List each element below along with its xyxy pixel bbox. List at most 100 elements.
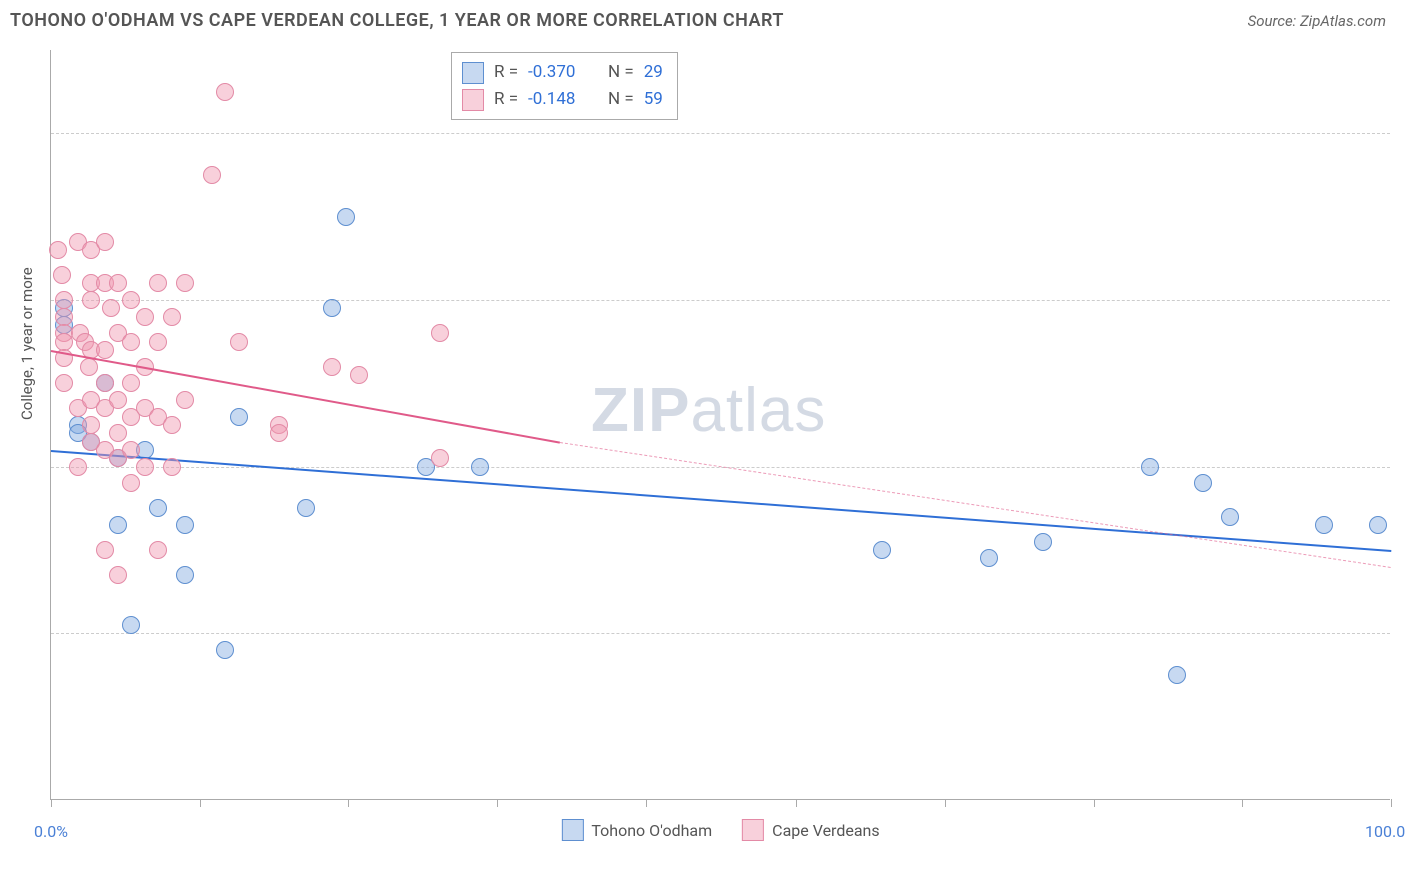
x-tick (945, 799, 946, 807)
data-point (1221, 508, 1239, 526)
data-point (176, 516, 194, 534)
n-value: 59 (644, 86, 663, 113)
legend-swatch (561, 819, 583, 841)
data-point (109, 424, 127, 442)
data-point (136, 308, 154, 326)
x-tick-label: 0.0% (34, 822, 68, 841)
data-point (96, 341, 114, 359)
data-point (270, 424, 288, 442)
watermark: ZIPatlas (591, 375, 826, 446)
legend-row: R = -0.148 N = 59 (462, 86, 663, 113)
data-point (230, 408, 248, 426)
y-tick-label: 40.0% (1395, 457, 1406, 476)
data-point (96, 374, 114, 392)
x-tick (1242, 799, 1243, 807)
data-point (149, 541, 167, 559)
data-point (69, 458, 87, 476)
data-point (163, 308, 181, 326)
r-label: R = (494, 59, 518, 86)
data-point (109, 391, 127, 409)
data-point (471, 458, 489, 476)
data-point (176, 391, 194, 409)
data-point (53, 266, 71, 284)
r-label: R = (494, 86, 518, 113)
data-point (203, 166, 221, 184)
gridline (51, 133, 1390, 134)
source-attribution: Source: ZipAtlas.com (1248, 12, 1386, 30)
data-point (55, 308, 73, 326)
data-point (323, 358, 341, 376)
data-point (216, 83, 234, 101)
data-point (122, 441, 140, 459)
data-point (122, 291, 140, 309)
gridline (51, 300, 1390, 301)
data-point (55, 374, 73, 392)
n-label: N = (608, 59, 634, 86)
data-point (431, 449, 449, 467)
data-point (323, 299, 341, 317)
r-value: -0.148 (528, 86, 588, 113)
data-point (1168, 666, 1186, 684)
data-point (149, 333, 167, 351)
x-tick (497, 799, 498, 807)
data-point (136, 458, 154, 476)
legend-swatch (462, 89, 484, 111)
x-tick (1391, 799, 1392, 807)
data-point (431, 324, 449, 342)
data-point (49, 241, 67, 259)
data-point (55, 291, 73, 309)
data-point (102, 299, 120, 317)
data-point (96, 233, 114, 251)
r-value: -0.370 (528, 59, 588, 86)
data-point (873, 541, 891, 559)
data-point (149, 274, 167, 292)
chart-title: TOHONO O'ODHAM VS CAPE VERDEAN COLLEGE, … (10, 10, 784, 31)
data-point (337, 208, 355, 226)
data-point (163, 416, 181, 434)
data-point (1315, 516, 1333, 534)
data-point (122, 333, 140, 351)
data-point (350, 366, 368, 384)
gridline (51, 633, 1390, 634)
x-tick (200, 799, 201, 807)
data-point (122, 374, 140, 392)
correlation-legend: R = -0.370 N = 29 R = -0.148 N = 59 (451, 52, 678, 120)
data-point (109, 566, 127, 584)
legend-swatch (742, 819, 764, 841)
data-point (980, 549, 998, 567)
data-point (82, 416, 100, 434)
legend-swatch (462, 62, 484, 84)
data-point (80, 358, 98, 376)
data-point (96, 541, 114, 559)
x-tick-label: 100.0% (1365, 822, 1406, 841)
y-axis-label: College, 1 year or more (18, 267, 36, 420)
n-value: 29 (644, 59, 663, 86)
data-point (1141, 458, 1159, 476)
legend-item: Tohono O'odham (561, 819, 712, 841)
series-legend: Tohono O'odham Cape Verdeans (561, 819, 879, 841)
data-point (297, 499, 315, 517)
x-tick (1094, 799, 1095, 807)
data-point (176, 274, 194, 292)
data-point (1369, 516, 1387, 534)
y-tick-label: 20.0% (1395, 624, 1406, 643)
data-point (122, 616, 140, 634)
data-point (230, 333, 248, 351)
data-point (176, 566, 194, 584)
data-point (1034, 533, 1052, 551)
data-point (122, 474, 140, 492)
legend-item: Cape Verdeans (742, 819, 879, 841)
legend-row: R = -0.370 N = 29 (462, 59, 663, 86)
x-tick (646, 799, 647, 807)
x-tick (348, 799, 349, 807)
data-point (216, 641, 234, 659)
x-tick (796, 799, 797, 807)
n-label: N = (608, 86, 634, 113)
legend-label: Tohono O'odham (591, 821, 712, 840)
y-tick-label: 80.0% (1395, 124, 1406, 143)
data-point (149, 499, 167, 517)
x-tick (51, 799, 52, 807)
data-point (1194, 474, 1212, 492)
legend-label: Cape Verdeans (772, 821, 879, 840)
data-point (163, 458, 181, 476)
